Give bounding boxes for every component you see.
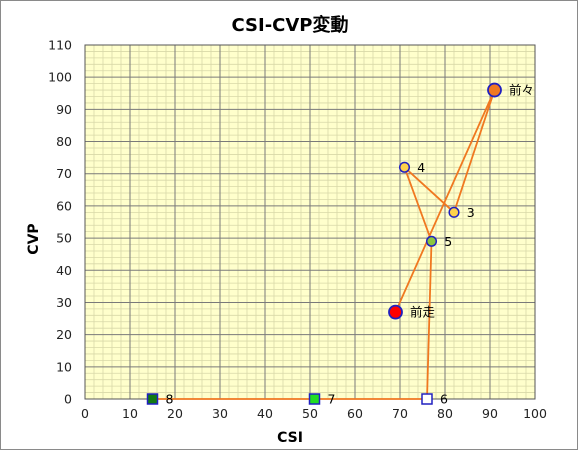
data-point [388,304,403,320]
x-tick-label: 30 [212,406,228,421]
data-point [308,393,321,405]
y-tick-label: 30 [56,295,72,310]
point-label: 前走 [410,305,436,320]
data-point [146,393,159,405]
y-tick-label: 50 [56,231,72,246]
y-tick-label: 20 [56,327,72,342]
y-axis-title: CVP [26,223,42,254]
x-tick-label: 100 [523,406,547,421]
trajectory-lines [152,89,496,400]
point-label: 8 [166,392,174,407]
point-label: 6 [440,392,448,407]
point-label: 前々 [509,83,534,98]
data-point [425,235,438,247]
data-point [421,393,433,405]
point-label: 7 [328,392,336,407]
chart-title: CSI-CVP変動 [231,14,348,36]
y-tick-label: 100 [48,70,72,85]
y-tick-label: 80 [56,134,72,149]
data-point [448,206,460,218]
x-tick-label: 50 [302,406,318,421]
y-tick-label: 10 [56,359,72,374]
x-tick-label: 10 [122,406,138,421]
y-tick-label: 90 [56,102,72,117]
y-tick-label: 110 [48,38,72,53]
y-tick-label: 40 [56,263,72,278]
x-tick-label: 90 [482,406,498,421]
y-tick-label: 0 [64,392,72,407]
data-point [398,161,411,173]
x-tick-label: 40 [257,406,273,421]
point-label: 4 [417,160,425,175]
tick-labels: 0 10 20 30 40 50 60 70 80 90 100 0 10 20 30 40 50 60 70 80 9… [48,38,547,422]
x-tick-label: 80 [437,406,453,421]
x-tick-label: 60 [347,406,363,421]
data-points: 前走 前々 3 4 5 6 7 8 [146,82,534,407]
series-line [152,89,496,400]
x-tick-label: 20 [167,406,183,421]
data-point [487,82,502,98]
y-tick-label: 70 [56,166,72,181]
plot-area [84,44,536,400]
x-tick-label: 0 [81,406,89,421]
x-tick-label: 70 [392,406,408,421]
y-tick-label: 60 [56,198,72,213]
point-label: 3 [467,205,475,220]
x-axis-title: CSI [277,430,303,446]
point-label: 5 [444,234,452,249]
